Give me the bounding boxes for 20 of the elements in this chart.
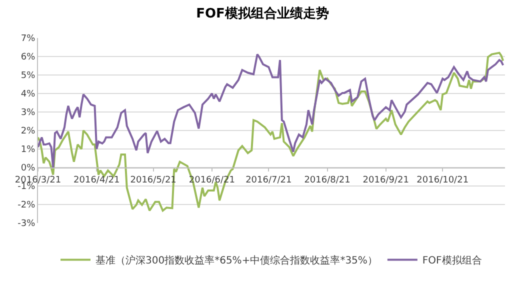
x-tick-label: 2016/9/21 <box>362 175 409 186</box>
y-tick-label: 2% <box>20 126 36 137</box>
y-tick-label: -2% <box>18 200 36 211</box>
y-tick-label: 7% <box>20 34 36 44</box>
x-tick-label: 2016/10/21 <box>416 175 469 186</box>
y-tick-label: -1% <box>18 182 36 192</box>
y-tick-label: 6% <box>20 52 36 63</box>
legend-label: 基准（沪深300指数收益率*65%+中债综合指数收益率*35%） <box>96 254 378 267</box>
y-tick-label: 3% <box>20 108 36 118</box>
y-tick-label: 4% <box>20 90 36 100</box>
x-tick-label: 2016/7/21 <box>246 175 292 186</box>
legend-label: FOF模拟组合 <box>422 254 482 267</box>
x-tick-label: 2016/8/21 <box>304 175 350 186</box>
y-tick-label: 5% <box>20 71 36 82</box>
line-series <box>38 53 504 168</box>
y-tick-label: 1% <box>20 145 36 156</box>
y-tick-label: -3% <box>18 219 36 230</box>
y-tick-label: 0% <box>20 164 36 174</box>
chart-title: FOF模拟组合业绩走势 <box>196 6 329 22</box>
x-tick-label: 2016/4/21 <box>74 175 120 186</box>
